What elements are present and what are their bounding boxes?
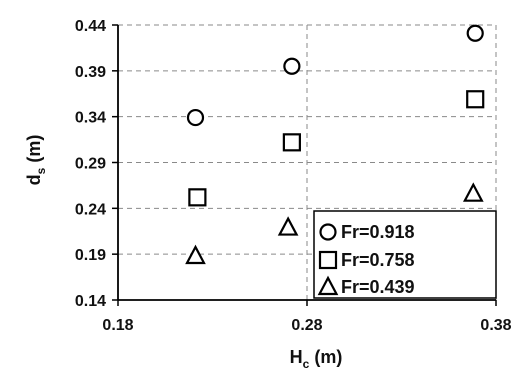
square-point bbox=[282, 133, 301, 152]
x-tick-label: 0.28 bbox=[291, 317, 322, 334]
tick-labels: 0.14 0.19 0.24 0.29 0.34 0.39 0.44 0.18 0.28 0.38 bbox=[75, 18, 512, 334]
triangle-point bbox=[185, 244, 206, 265]
y-tick-label: 0.34 bbox=[75, 110, 106, 127]
legend: Fr=0.918 Fr=0.758 Fr=0.439 bbox=[313, 210, 497, 299]
triangle-point bbox=[277, 216, 299, 236]
y-tick-label: 0.24 bbox=[75, 201, 106, 218]
grid bbox=[118, 24, 497, 300]
y-tick-label: 0.19 bbox=[75, 247, 106, 264]
legend-label: Fr=0.758 bbox=[341, 250, 415, 270]
triangle-point bbox=[462, 182, 484, 202]
legend-triangle-marker bbox=[317, 275, 339, 296]
x-axis-subscript: c bbox=[303, 357, 310, 371]
x-axis-unit: (m) bbox=[309, 347, 342, 367]
y-axis-symbol: d bbox=[24, 174, 44, 185]
legend-label: Fr=0.918 bbox=[341, 222, 415, 242]
circle-point bbox=[186, 108, 205, 127]
x-axis-title: Hc (m) bbox=[290, 347, 343, 371]
y-axis-title: ds (m) bbox=[24, 135, 48, 186]
legend-circle-marker bbox=[319, 223, 337, 241]
y-axis-subscript: s bbox=[34, 167, 48, 174]
square-point bbox=[466, 90, 485, 109]
legend-label: Fr=0.439 bbox=[341, 277, 415, 297]
y-axis-unit: (m) bbox=[24, 135, 44, 168]
circle-point bbox=[466, 24, 484, 42]
circle-point bbox=[283, 57, 301, 75]
data-points bbox=[185, 24, 485, 265]
square-point bbox=[188, 188, 207, 207]
y-tick-label: 0.44 bbox=[75, 18, 106, 35]
x-tick-label: 0.18 bbox=[102, 317, 133, 334]
y-tick-label: 0.14 bbox=[75, 293, 106, 310]
y-tick-label: 0.29 bbox=[75, 156, 106, 173]
x-tick-label: 0.38 bbox=[480, 317, 511, 334]
y-tick-label: 0.39 bbox=[75, 64, 106, 81]
x-axis-symbol: H bbox=[290, 347, 303, 367]
axes bbox=[112, 24, 497, 306]
legend-square-marker bbox=[318, 250, 338, 270]
legend-box bbox=[313, 210, 497, 299]
